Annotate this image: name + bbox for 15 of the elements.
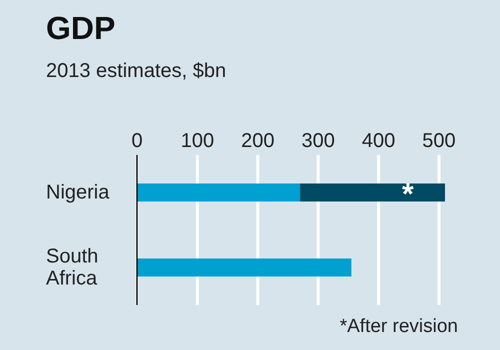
x-tick-label: 200 (241, 130, 274, 152)
text: *After revision (340, 316, 458, 338)
bar (300, 184, 445, 202)
annotation: * (402, 178, 414, 212)
bar (137, 184, 300, 202)
bar (137, 258, 352, 276)
chart-title: GDP (46, 10, 116, 47)
chart-subtitle: 2013 estimates, $bn (46, 60, 226, 83)
x-tick-label: 300 (301, 130, 335, 152)
y-tick-label: Nigeria (46, 182, 110, 204)
x-tick-label: 500 (422, 130, 456, 152)
x-tick-label: 400 (362, 130, 396, 152)
x-tick-label: 0 (131, 130, 143, 152)
x-tick-label: 100 (180, 130, 214, 152)
y-tick-label: South Africa (46, 246, 98, 290)
